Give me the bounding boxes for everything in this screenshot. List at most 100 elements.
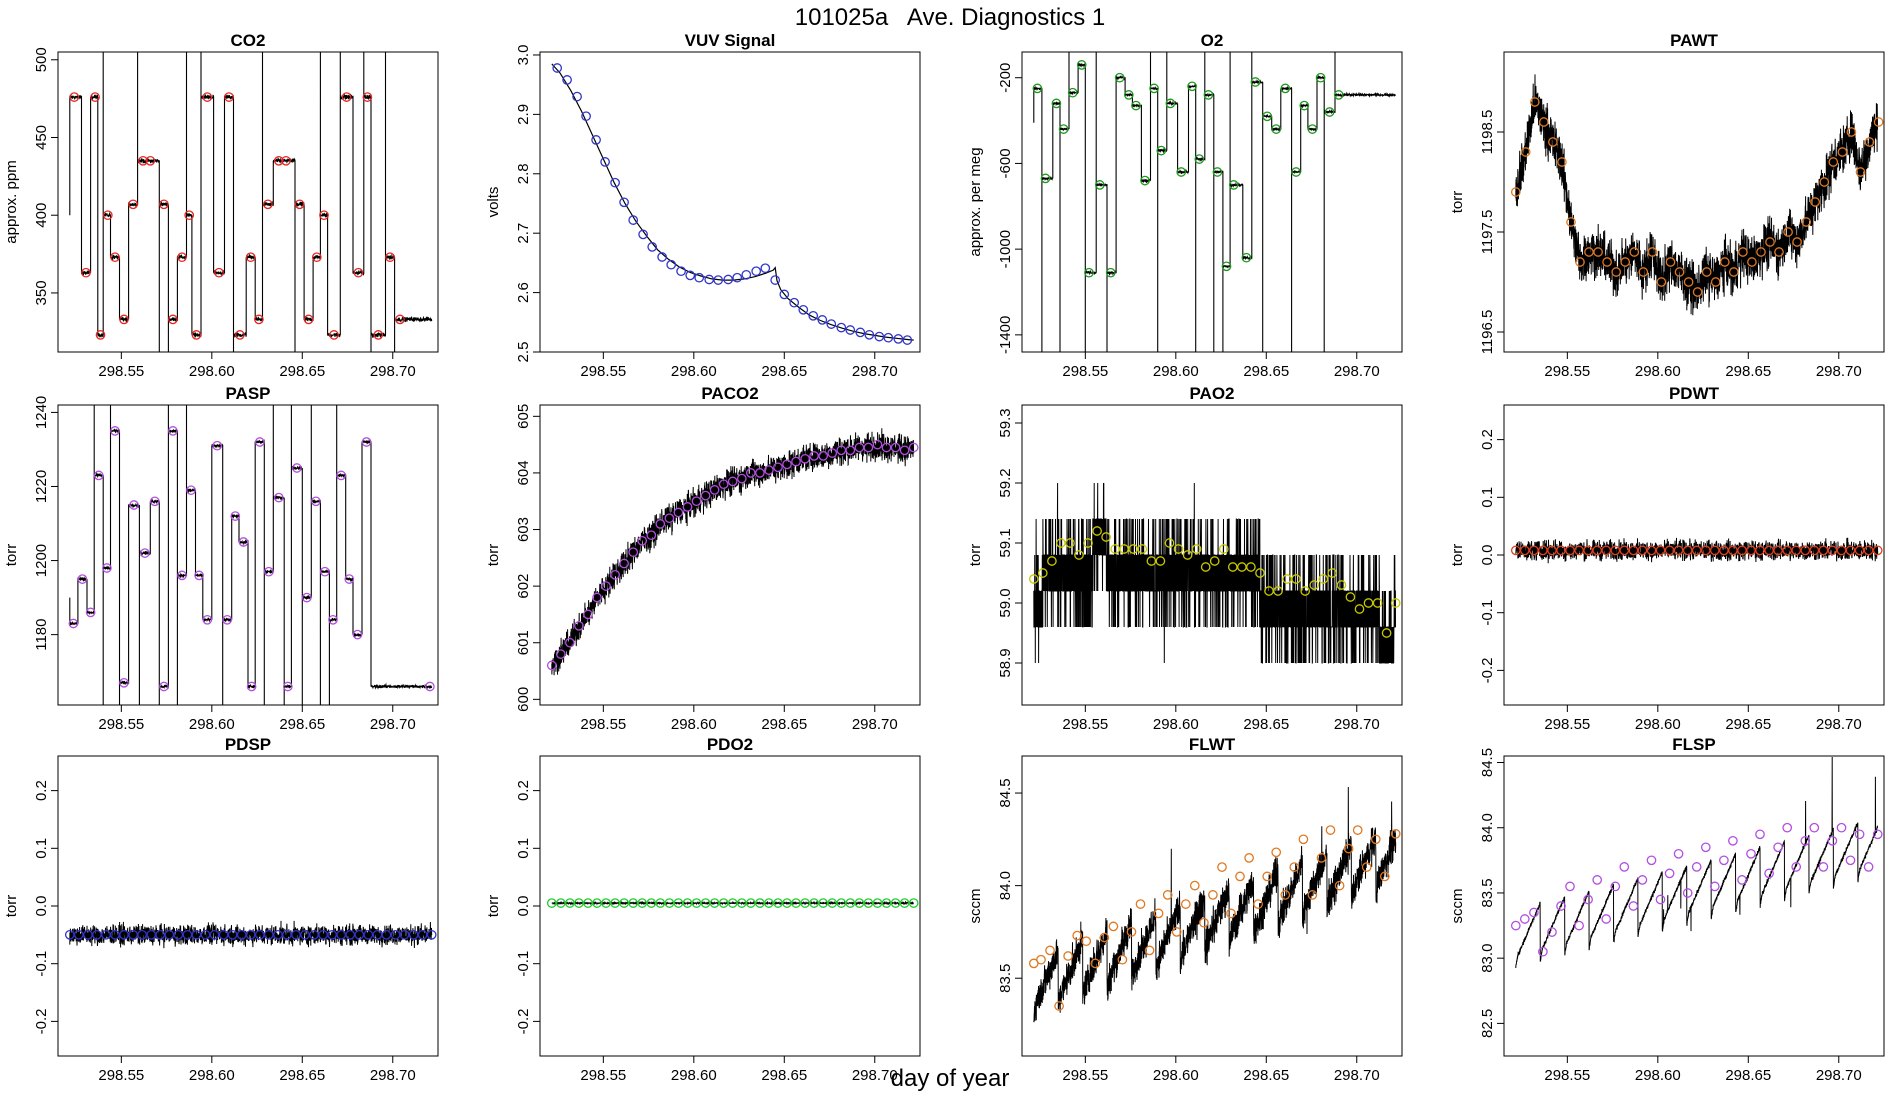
data-point [1114, 72, 1125, 83]
data-point [1203, 90, 1214, 100]
data-point [1583, 894, 1593, 905]
data-point [395, 314, 405, 325]
data-point [311, 252, 322, 263]
series-line [1515, 756, 1879, 969]
data-point [1076, 60, 1087, 70]
data-point [1056, 538, 1066, 548]
data-point [1324, 107, 1335, 117]
data-point [1827, 835, 1838, 846]
panel-flwt: FLWT 298.55 298.60 298.65 298.70 83.5 84.0 84.5… [967, 735, 1403, 1084]
data-point [773, 462, 783, 473]
x-tick-label: 298.55 [98, 363, 144, 380]
data-point [1846, 127, 1857, 137]
x-tick-label: 298.65 [1243, 363, 1289, 380]
data-point [173, 929, 184, 940]
data-point [899, 898, 910, 908]
data-point [159, 199, 169, 210]
data-point [1253, 899, 1263, 909]
data-point [1032, 83, 1043, 94]
data-point [1700, 842, 1711, 853]
data-point [138, 155, 148, 166]
data-point [1510, 920, 1521, 931]
data-point [1135, 899, 1146, 909]
x-tick-label: 298.55 [580, 363, 626, 380]
data-point [1728, 267, 1739, 277]
y-axis-label: torr [485, 895, 502, 918]
data-point [1593, 247, 1603, 257]
data-point [770, 275, 781, 285]
data-point [155, 929, 166, 940]
data-point [1557, 157, 1567, 167]
y-axis-label: torr [1449, 191, 1466, 214]
data-point [1153, 908, 1164, 919]
data-point [723, 274, 734, 285]
x-tick-label: 298.55 [1062, 716, 1108, 733]
x-tick-label: 298.65 [1243, 716, 1289, 733]
data-point [1241, 252, 1252, 263]
y-tick-label: 1196.5 [1479, 310, 1496, 355]
data-point [95, 330, 106, 340]
data-point [818, 451, 829, 461]
series-line [69, 920, 433, 949]
data-point [1773, 545, 1783, 556]
data-point [1164, 538, 1175, 548]
x-tick-label: 298.60 [189, 716, 235, 733]
data-point [1548, 137, 1558, 147]
data-point [1105, 267, 1116, 278]
data-point [565, 637, 575, 648]
panel-title: PDWT [1669, 384, 1720, 403]
data-point [1747, 257, 1757, 267]
data-point [1067, 87, 1078, 98]
data-point [1520, 147, 1531, 157]
data-point [1655, 894, 1666, 905]
data-point [673, 898, 684, 908]
series-line [1033, 482, 1396, 664]
x-tick-label: 298.60 [1153, 363, 1199, 380]
data-point [92, 929, 102, 940]
data-point [345, 929, 356, 940]
panel-co2: CO2 298.55 298.60 298.65 298.70 350 400 450 500 a… [3, 31, 439, 380]
data-point [177, 252, 187, 263]
data-point [638, 229, 648, 240]
data-point [426, 929, 437, 940]
data-point [1352, 825, 1363, 835]
panel-pdsp: PDSP 298.55 298.60 298.65 298.70 -0.2 -0.1 0.0 0… [3, 735, 439, 1084]
data-point [1354, 604, 1365, 614]
data-point [129, 500, 139, 510]
data-point [1574, 920, 1584, 931]
data-point [1601, 545, 1612, 556]
data-point [791, 456, 801, 467]
data-point [90, 92, 100, 102]
y-tick-label: 604 [515, 460, 532, 485]
data-point [1262, 111, 1273, 122]
data-point [673, 507, 684, 518]
data-point [281, 155, 291, 166]
data-point [863, 442, 874, 453]
data-point [254, 314, 264, 325]
data-point [1746, 848, 1756, 859]
y-tick-label: 2.8 [515, 163, 532, 184]
data-point [1529, 907, 1539, 918]
data-layer [1510, 537, 1883, 564]
data-point [202, 92, 213, 102]
data-point [1809, 545, 1820, 556]
data-point [341, 92, 352, 102]
data-point [809, 898, 819, 908]
data-point [736, 473, 747, 484]
data-point [1119, 544, 1130, 554]
panel-o2: O2 298.55 298.60 298.65 298.70 -1400 -1000 -600… [967, 31, 1403, 380]
data-point [1099, 932, 1110, 943]
data-point [1291, 574, 1301, 584]
data-point [908, 898, 919, 908]
data-point [1126, 927, 1137, 937]
data-point [893, 334, 904, 344]
data-point [168, 426, 178, 436]
data-point [68, 618, 79, 629]
data-point [845, 325, 856, 335]
x-tick-label: 298.55 [1544, 363, 1590, 380]
data-point [361, 437, 372, 447]
data-point [1315, 72, 1326, 83]
data-point [128, 199, 138, 210]
data-point [1280, 83, 1291, 94]
data-point [145, 155, 156, 166]
